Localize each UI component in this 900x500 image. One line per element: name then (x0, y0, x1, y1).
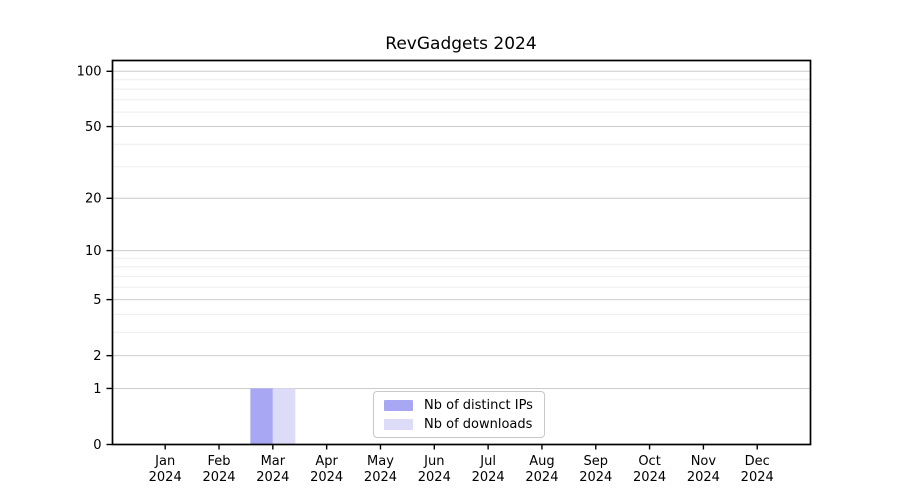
y-tick-label: 1 (93, 382, 101, 397)
x-tick-label: May 2024 (364, 454, 397, 485)
legend-item: Nb of downloads (384, 417, 535, 432)
legend-swatch-icon (384, 419, 413, 430)
x-tick-label: Mar 2024 (256, 454, 289, 485)
x-tick-label: Jan 2024 (149, 454, 182, 485)
y-tick-label: 0 (93, 438, 101, 453)
legend-label: Nb of distinct IPs (424, 398, 533, 413)
y-tick-label: 2 (93, 349, 101, 364)
x-tick-label: Sep 2024 (579, 454, 612, 485)
plot-border (111, 59, 812, 446)
x-tick-label: Jun 2024 (418, 454, 451, 485)
y-tick-label: 10 (85, 244, 102, 259)
legend-swatch-icon (384, 400, 413, 411)
x-tick-label: Jul 2024 (472, 454, 505, 485)
legend-label: Nb of downloads (424, 417, 533, 432)
x-tick-label: Oct 2024 (633, 454, 666, 485)
y-tick-label: 50 (85, 120, 102, 135)
x-tick-label: Feb 2024 (202, 454, 235, 485)
y-tick-label: 20 (85, 192, 102, 207)
y-tick-label: 100 (77, 65, 102, 80)
x-tick-label: Apr 2024 (310, 454, 343, 485)
x-tick-label: Nov 2024 (687, 454, 720, 485)
bar-nb-of-downloads (272, 388, 296, 445)
legend: Nb of distinct IPs Nb of downloads (373, 391, 545, 438)
x-tick-label: Dec 2024 (741, 454, 774, 485)
x-tick-label: Aug 2024 (525, 454, 558, 485)
y-tick-label: 5 (93, 293, 101, 308)
legend-item: Nb of distinct IPs (384, 398, 535, 413)
bar-nb-of-distinct-ips (250, 388, 273, 445)
chart-title: RevGadgets 2024 (385, 34, 537, 54)
